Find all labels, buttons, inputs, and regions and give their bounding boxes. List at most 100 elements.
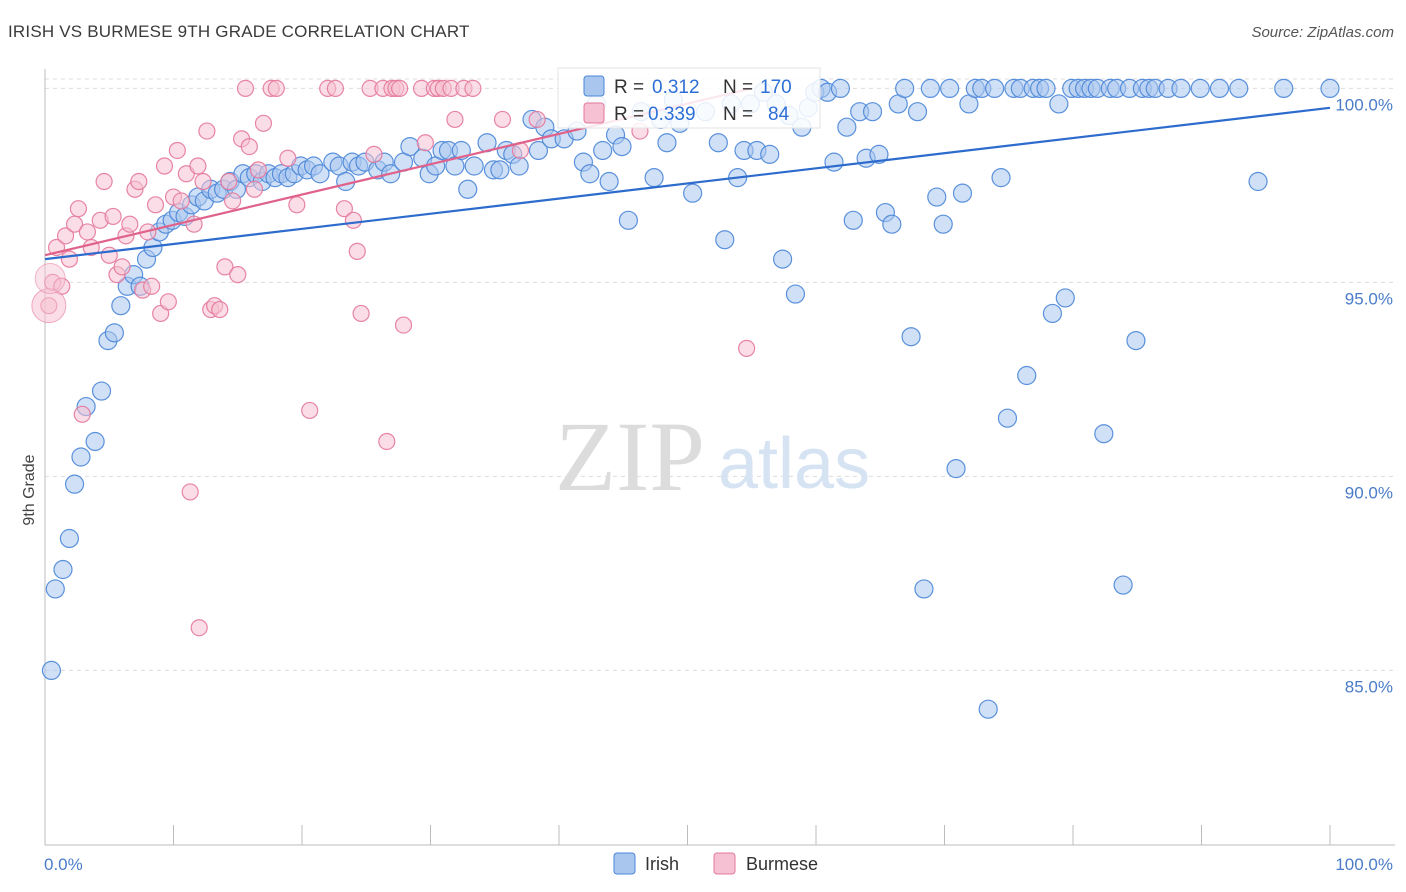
irish-point — [895, 78, 915, 99]
burmese-point — [240, 138, 258, 156]
irish-point — [528, 140, 549, 161]
burmese-point — [394, 316, 413, 334]
irish-point — [785, 284, 806, 304]
bottom-legend-burmese-label: Burmese — [746, 854, 818, 874]
burmese-point — [391, 79, 409, 98]
irish-point — [920, 78, 940, 99]
points-layer — [31, 78, 1340, 719]
burmese-point — [416, 134, 434, 152]
burmese-point — [249, 161, 267, 179]
legend-burmese-r-value: 0.339 — [648, 104, 696, 125]
burmese-point — [60, 250, 79, 268]
burmese-point — [738, 339, 756, 357]
burmese-point — [301, 401, 319, 420]
burmese-point — [352, 304, 370, 323]
burmese-point — [168, 141, 186, 160]
irish-point — [1049, 94, 1069, 114]
burmese-point — [464, 79, 482, 98]
irish-point — [1036, 78, 1056, 99]
irish-point — [1126, 331, 1146, 351]
irish-point — [946, 459, 966, 479]
irish-point — [985, 78, 1005, 99]
irish-point — [1248, 171, 1268, 192]
burmese-point — [172, 192, 190, 210]
bottom-legend: Irish Burmese — [613, 852, 818, 875]
burmese-point — [31, 288, 67, 324]
x-tick-label: 100.0% — [1335, 855, 1393, 874]
irish-point — [1229, 78, 1249, 99]
y-tick-label: 85.0% — [1345, 677, 1393, 696]
burmese-point — [198, 122, 216, 140]
irish-point — [1094, 424, 1114, 444]
burmese-point — [279, 149, 297, 167]
burmese-point — [211, 300, 229, 319]
burmese-point — [104, 207, 122, 226]
burmese-point — [344, 211, 362, 229]
burmese-point — [348, 242, 366, 260]
irish-point — [657, 133, 677, 153]
y-tick-label: 95.0% — [1345, 289, 1393, 308]
irish-point — [490, 160, 510, 180]
burmese-point — [113, 258, 131, 276]
legend-irish-r-value: 0.312 — [652, 77, 700, 98]
irish-point — [1171, 78, 1191, 99]
irish-point — [772, 249, 793, 269]
irish-point — [111, 296, 131, 316]
irish-point — [464, 156, 484, 176]
irish-point — [1190, 78, 1210, 99]
burmese-point — [335, 200, 354, 218]
burmese-point — [528, 110, 546, 129]
irish-point — [997, 408, 1018, 428]
irish-point — [933, 214, 953, 234]
y-tick-label: 100.0% — [1335, 95, 1393, 114]
irish-point — [580, 164, 600, 184]
watermark-zip: ZIP — [555, 401, 705, 512]
burmese-point — [224, 192, 242, 210]
y-axis-label: 9th Grade — [21, 454, 38, 525]
irish-point — [612, 137, 632, 157]
irish-point — [71, 447, 91, 467]
bottom-legend-irish-label: Irish — [645, 854, 679, 874]
irish-point — [593, 140, 613, 161]
burmese-point — [220, 172, 238, 191]
watermark: ZIP atlas — [555, 401, 870, 512]
legend-burmese-n-value: 84 — [768, 104, 790, 125]
x-tick-label: 0.0% — [44, 855, 83, 874]
irish-point — [837, 117, 857, 137]
legend-irish-swatch — [583, 75, 605, 97]
irish-point — [458, 179, 478, 199]
irish-point — [1017, 365, 1037, 386]
watermark-atlas: atlas — [718, 424, 870, 504]
burmese-point — [236, 79, 255, 98]
burmese-point — [146, 196, 165, 214]
irish-point — [978, 699, 998, 719]
irish-point — [509, 156, 529, 176]
irish-point — [991, 168, 1011, 188]
irish-point — [869, 144, 889, 164]
burmese-point — [100, 246, 118, 264]
burmese-point — [69, 200, 88, 218]
irish-point — [618, 210, 638, 230]
legend-burmese-r-label: R = — [614, 104, 644, 125]
burmese-point — [267, 79, 285, 98]
irish-point — [830, 78, 851, 99]
burmese-point — [130, 172, 148, 191]
irish-point — [104, 323, 124, 343]
legend-irish-n-value: 170 — [760, 77, 792, 98]
irish-point — [901, 327, 921, 347]
chart-title: IRISH VS BURMESE 9TH GRADE CORRELATION C… — [8, 22, 470, 41]
top-legend: R = 0.312 N = 170 R = 0.339 N = 84 — [557, 67, 821, 129]
irish-point — [45, 579, 65, 599]
burmese-point — [254, 114, 273, 132]
irish-point — [914, 579, 934, 599]
burmese-point — [229, 266, 247, 284]
irish-point — [927, 187, 947, 207]
irish-point — [1042, 303, 1063, 324]
irish-point — [53, 559, 73, 580]
burmese-point — [365, 145, 383, 163]
burmese-point — [245, 180, 264, 198]
irish-point — [1113, 575, 1133, 595]
burmese-point — [56, 227, 75, 245]
burmese-point — [121, 215, 139, 233]
